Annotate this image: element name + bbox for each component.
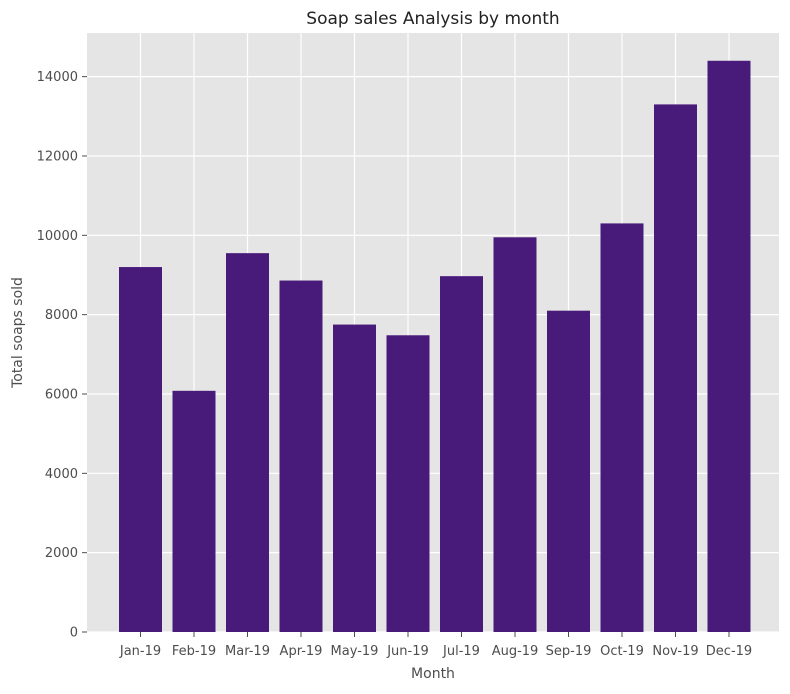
bar bbox=[386, 335, 430, 632]
y-tick-label: 10000 bbox=[37, 229, 78, 244]
bar bbox=[119, 267, 162, 632]
chart-title: Soap sales Analysis by month bbox=[306, 9, 559, 29]
bar bbox=[654, 104, 697, 632]
x-tick-label: Jul-19 bbox=[442, 644, 480, 659]
y-tick-label: 6000 bbox=[45, 387, 78, 402]
x-tick-label: Sep-19 bbox=[546, 644, 592, 659]
x-tick-label: Apr-19 bbox=[280, 644, 323, 659]
bar bbox=[600, 223, 644, 633]
y-tick-label: 8000 bbox=[45, 308, 78, 323]
y-tick-label: 0 bbox=[70, 626, 78, 641]
x-tick-label: Aug-19 bbox=[492, 644, 539, 659]
y-tick-label: 2000 bbox=[45, 546, 78, 561]
bar bbox=[333, 324, 376, 632]
y-tick-label: 4000 bbox=[45, 467, 78, 482]
x-tick-label: Mar-19 bbox=[225, 644, 270, 659]
x-tick-label: Jan-19 bbox=[119, 644, 161, 659]
y-tick-label: 14000 bbox=[37, 70, 78, 85]
x-tick-label: Oct-19 bbox=[600, 644, 644, 659]
y-axis-title: Total soaps sold bbox=[10, 277, 26, 389]
bar bbox=[279, 280, 323, 632]
bars bbox=[119, 60, 751, 633]
x-tick-label: Jun-19 bbox=[386, 644, 429, 659]
bar bbox=[172, 390, 216, 632]
x-axis-ticks: Jan-19 Feb-19 Mar-19 Apr-19 May-19 Jun-19 Jul-… bbox=[119, 632, 752, 659]
x-tick-label: Feb-19 bbox=[172, 644, 216, 659]
x-tick-label: Dec-19 bbox=[706, 644, 752, 659]
x-tick-label: May-19 bbox=[331, 644, 379, 659]
y-tick-label: 12000 bbox=[37, 149, 78, 164]
bar bbox=[440, 276, 483, 632]
bar bbox=[226, 253, 269, 633]
bar bbox=[493, 237, 537, 632]
bar bbox=[707, 60, 751, 633]
y-axis-ticks: 0 2000 4000 6000 8000 10000 12000 14000 bbox=[37, 70, 87, 641]
x-axis-title: Month bbox=[411, 666, 455, 682]
bar bbox=[547, 310, 590, 632]
x-tick-label: Nov-19 bbox=[652, 644, 698, 659]
